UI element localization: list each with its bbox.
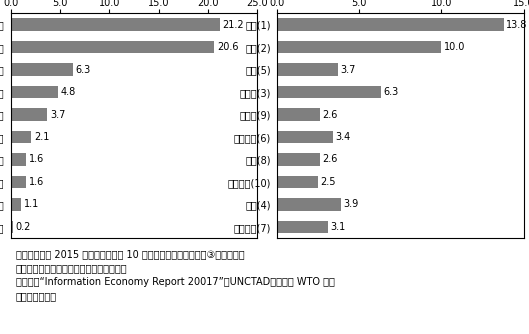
Bar bbox=[277, 221, 328, 233]
Text: 4.8: 4.8 bbox=[61, 87, 76, 97]
Text: 13.8: 13.8 bbox=[506, 20, 528, 30]
Bar bbox=[11, 18, 220, 31]
Text: 2.5: 2.5 bbox=[321, 177, 336, 187]
Text: 1.6: 1.6 bbox=[29, 177, 44, 187]
Bar bbox=[11, 108, 47, 121]
Text: 6.3: 6.3 bbox=[383, 87, 398, 97]
Bar bbox=[11, 131, 31, 143]
Text: 2.6: 2.6 bbox=[322, 155, 338, 164]
Bar bbox=[11, 86, 58, 98]
Bar bbox=[11, 198, 22, 211]
Bar bbox=[11, 63, 73, 76]
Bar bbox=[277, 41, 442, 53]
Bar bbox=[11, 153, 26, 166]
Text: 3.1: 3.1 bbox=[331, 222, 346, 232]
Text: 10.0: 10.0 bbox=[444, 42, 466, 52]
Bar bbox=[277, 18, 504, 31]
Text: 2.6: 2.6 bbox=[322, 110, 338, 120]
Text: 3.4: 3.4 bbox=[335, 132, 351, 142]
Bar bbox=[11, 176, 26, 188]
Bar bbox=[277, 153, 320, 166]
Text: 【注】対象は 2015 年の財輸入上位 10 ヵ国（香港は対象外）。③国名の後の
　　カッコ内の数値は、財輸入額の順位。
【資料】“Information Ec: 【注】対象は 2015 年の財輸入上位 10 ヵ国（香港は対象外）。③国名の後の… bbox=[16, 249, 334, 301]
Text: 0.2: 0.2 bbox=[15, 222, 31, 232]
Bar bbox=[11, 221, 13, 233]
Bar bbox=[277, 86, 381, 98]
Text: 1.6: 1.6 bbox=[29, 155, 44, 164]
Bar bbox=[277, 63, 338, 76]
Text: 3.9: 3.9 bbox=[344, 199, 359, 209]
Text: 1.1: 1.1 bbox=[24, 199, 40, 209]
Text: 2.1: 2.1 bbox=[34, 132, 50, 142]
Bar bbox=[277, 176, 318, 188]
Text: 20.6: 20.6 bbox=[217, 42, 239, 52]
Text: 6.3: 6.3 bbox=[76, 64, 91, 74]
Bar bbox=[11, 41, 214, 53]
Bar bbox=[277, 198, 341, 211]
Bar bbox=[277, 131, 333, 143]
Text: 3.7: 3.7 bbox=[340, 64, 355, 74]
Text: 3.7: 3.7 bbox=[50, 110, 66, 120]
Text: 21.2: 21.2 bbox=[223, 20, 244, 30]
Bar bbox=[277, 108, 320, 121]
